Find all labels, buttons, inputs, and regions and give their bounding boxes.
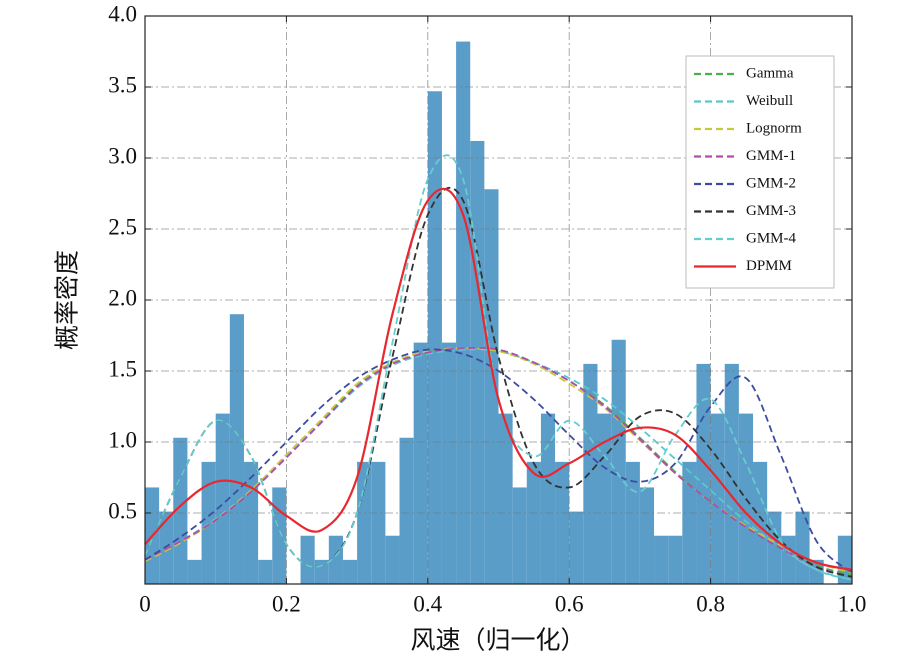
histogram-bar [243, 461, 259, 584]
histogram-bar [385, 535, 400, 584]
histogram-bar [159, 511, 174, 584]
density-curve [144, 154, 853, 581]
histogram-bar [272, 487, 287, 584]
y-tick-label: 3.0 [108, 143, 137, 168]
y-tick-label: 2.0 [108, 285, 137, 310]
histogram-bar [201, 461, 216, 584]
histogram-bar [512, 487, 527, 584]
histogram-bar [258, 559, 273, 584]
histogram-bar [710, 413, 725, 584]
histogram-bar [753, 461, 768, 584]
histogram-bar [696, 363, 711, 584]
histogram-bar [526, 461, 541, 584]
histogram-bar [611, 339, 626, 584]
legend-label: Gamma [746, 65, 794, 81]
density-curve [144, 187, 853, 571]
histogram-bar [357, 461, 372, 584]
y-tick-label: 1.0 [108, 427, 137, 452]
y-tick-label: 1.5 [108, 356, 137, 381]
histogram-bar [187, 559, 202, 584]
legend-label: Lognorm [746, 120, 802, 136]
y-tick-label: 4.0 [108, 1, 137, 26]
histogram-bar [498, 413, 513, 584]
histogram-bar [724, 363, 739, 584]
histogram-bar [399, 437, 414, 584]
legend-label: GMM-1 [746, 148, 796, 164]
histogram-bar [639, 487, 655, 584]
histogram-bar [215, 413, 230, 584]
legend-box [685, 55, 835, 289]
histogram-bar [795, 511, 810, 584]
histogram-bar [738, 413, 754, 584]
density-curve [144, 348, 853, 581]
legend: Gamma Weibull Lognorm GMM-1 GMM-2 GMM-3 GMM-4 D… [685, 55, 835, 289]
histogram-bar [300, 535, 315, 584]
legend-label: Weibull [746, 93, 793, 109]
histogram-bar [540, 413, 556, 584]
histogram-bar [484, 189, 499, 585]
x-tick-label: 0 [139, 591, 151, 616]
histogram-bar [229, 314, 244, 584]
y-tick-label: 3.5 [108, 72, 137, 97]
histogram-bar [371, 461, 386, 584]
legend-label: GMM-4 [746, 230, 797, 246]
histogram-bar [456, 41, 471, 585]
histogram-bar [441, 342, 457, 584]
y-tick-label: 0.5 [108, 498, 137, 523]
density-curve [144, 346, 853, 578]
histogram-bar [470, 140, 485, 584]
y-tick-label: 2.5 [108, 214, 137, 239]
histogram-bar [555, 461, 570, 584]
histogram-bar [328, 535, 343, 584]
x-tick-label: 1.0 [838, 591, 867, 616]
histogram-bar [625, 461, 640, 584]
x-tick-label: 0.4 [413, 591, 442, 616]
legend-label: GMM-3 [746, 203, 796, 219]
histogram-bar [427, 91, 442, 584]
legend-label: GMM-2 [746, 175, 796, 191]
histogram-bar [682, 461, 697, 584]
histogram-bar [583, 363, 598, 584]
density-curve [144, 348, 853, 574]
histogram-bar [314, 559, 329, 584]
x-tick-label: 0.8 [696, 591, 725, 616]
x-axis-title: 风速（归一化） [410, 627, 585, 655]
histogram-bar [173, 437, 188, 584]
histogram-bar [413, 342, 428, 584]
histogram-bar [342, 559, 358, 584]
x-tick-label: 0.6 [555, 591, 584, 616]
legend-label: DPMM [746, 258, 792, 274]
histogram-bar [668, 535, 683, 584]
histogram-bar [569, 511, 584, 584]
x-tick-label: 0.2 [272, 591, 301, 616]
y-axis-title: 概率密度 [54, 250, 82, 350]
histogram-bar [654, 535, 669, 584]
histogram-bar [597, 413, 612, 584]
